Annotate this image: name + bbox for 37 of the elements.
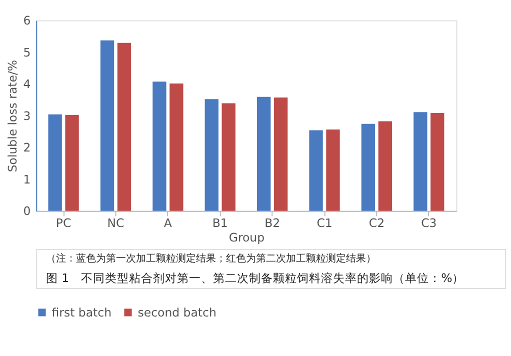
x-tick-label: PC [56,216,72,230]
x-tick-label: A [164,216,172,230]
y-axis-title: Soluble loss rate/% [5,60,20,172]
bar [48,114,62,211]
x-tick-label: C3 [421,216,437,230]
x-tick-label: B1 [212,216,228,230]
bar [256,96,271,211]
legend-label: first batch [52,305,112,320]
bar [204,99,218,211]
bar [170,84,184,211]
x-axis-title: Group [228,230,265,245]
bar [65,114,79,211]
y-tick-label: 5 [23,45,31,60]
y-tick-label: 4 [23,77,31,92]
bar [274,97,288,211]
x-tick-label: NC [107,216,124,230]
bar [378,121,392,211]
bar [414,112,428,211]
bar [117,42,132,211]
y-tick-label: 1 [23,172,31,186]
bar [361,124,376,211]
y-tick-label: 6 [23,14,31,28]
y-tick-label: 3 [23,108,31,123]
bar [100,40,114,211]
y-tick-label: 0 [23,204,31,218]
caption: 图 1 不同类型粘合剂对第一、第二次制备颗粒饲料溶失率的影响（单位：%） [46,271,464,286]
y-tick-label: 2 [23,140,31,155]
legend-label: second batch [138,305,216,320]
text: （注：蓝色为第一次加工颗粒测定结果；红色为第二次加工颗粒测定结果） [46,252,376,265]
x-tick-label: C2 [368,216,385,230]
bar [152,82,166,211]
bar [430,113,444,211]
x-tick-label: B2 [264,216,280,230]
bar [309,130,323,211]
bar [222,103,236,211]
bar [326,130,340,211]
x-tick-label: C1 [316,216,332,230]
